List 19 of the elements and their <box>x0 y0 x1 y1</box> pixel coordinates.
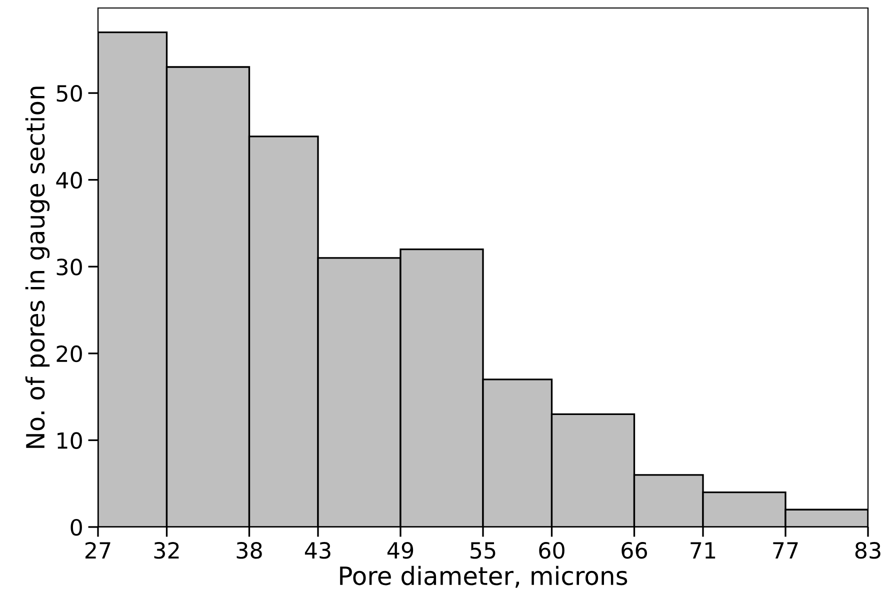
y-axis-title: No. of pores in gauge section <box>25 86 50 448</box>
x-tick-label: 27 <box>85 542 110 558</box>
y-tick-label: 40 <box>56 172 82 189</box>
x-tick-label: 43 <box>304 542 330 559</box>
x-tick-label: 32 <box>154 542 179 559</box>
x-tick-label: 83 <box>855 542 880 559</box>
y-tick-label: 10 <box>58 432 82 449</box>
x-tick-label: 77 <box>773 542 798 558</box>
y-tick-label: 30 <box>56 258 82 276</box>
x-tick-label: 55 <box>470 542 496 559</box>
y-tick-label: 0 <box>70 518 82 536</box>
x-tick-label: 71 <box>690 542 716 558</box>
x-axis-title: Pore diameter, microns <box>340 566 628 588</box>
x-tick-label: 66 <box>622 542 647 559</box>
x-tick-label: 60 <box>539 542 564 559</box>
x-tick-label: 38 <box>236 542 262 559</box>
x-tick-label: 49 <box>387 542 414 559</box>
y-tick-label: 50 <box>56 85 82 102</box>
y-tick-label: 20 <box>56 345 82 362</box>
